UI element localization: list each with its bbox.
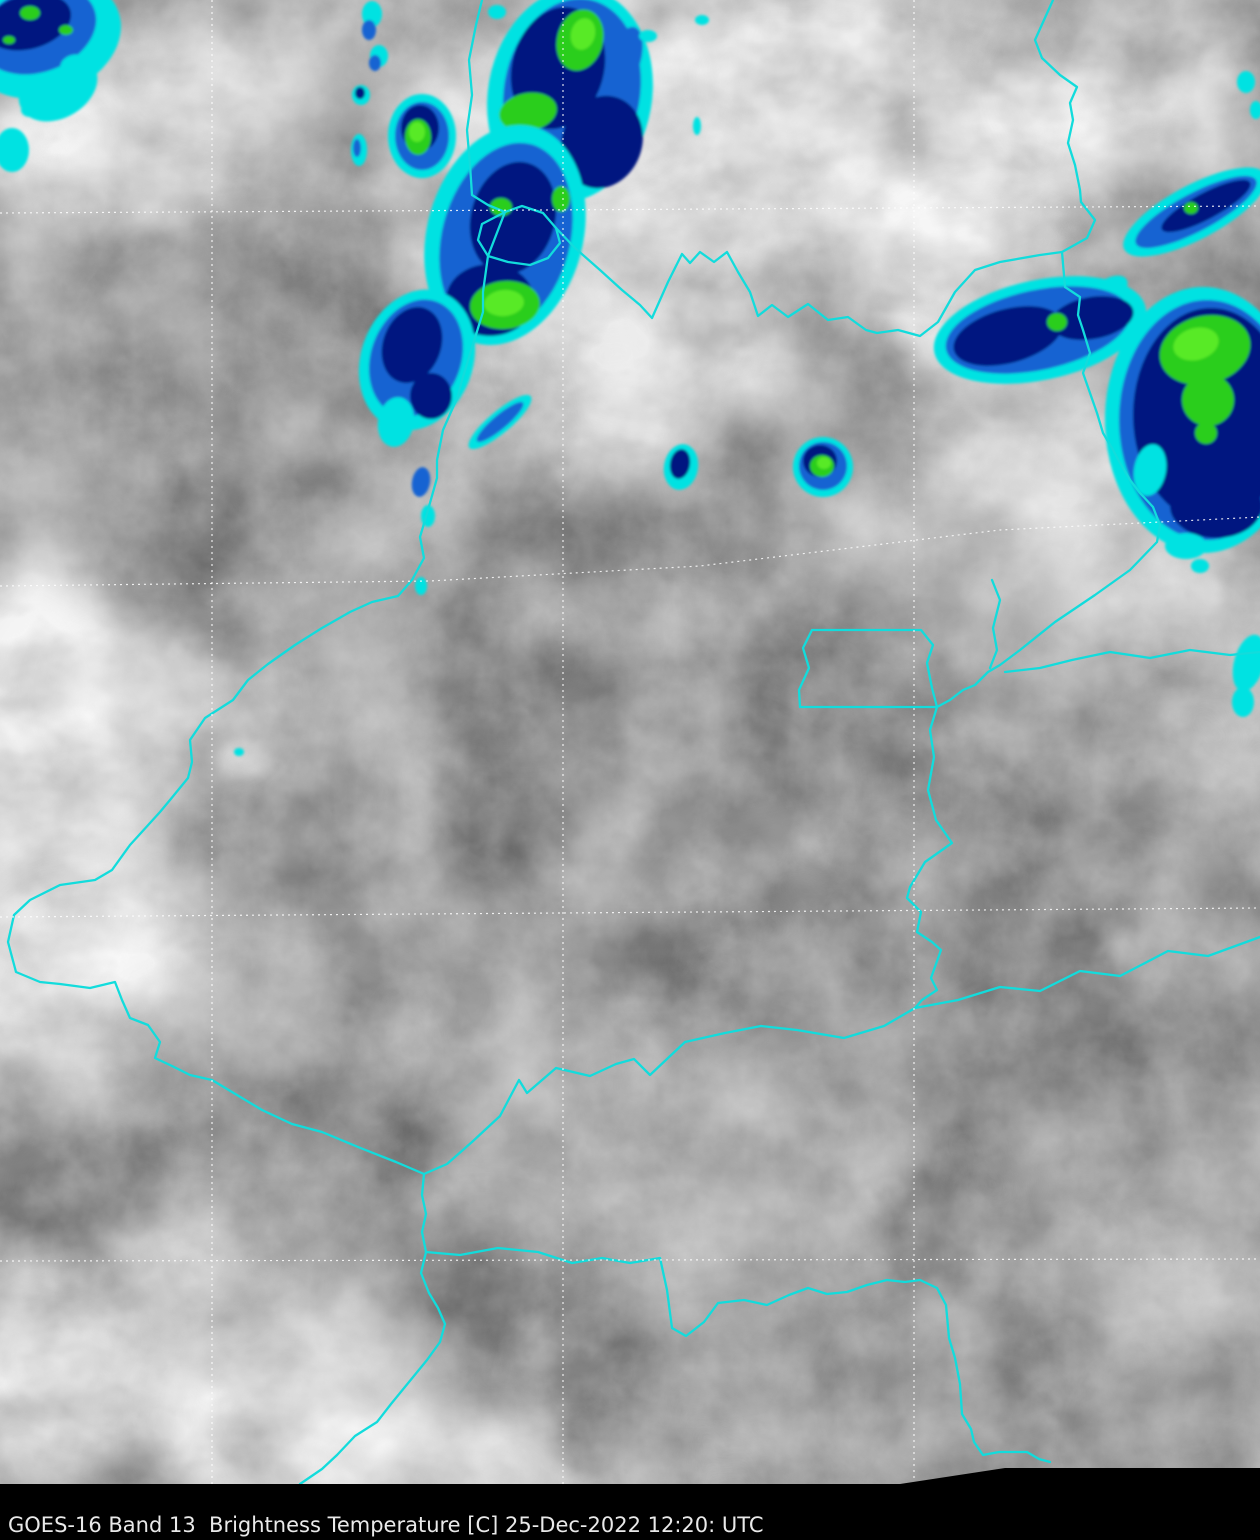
cold-cloud-cell-navy xyxy=(953,306,1063,366)
caption-text: GOES-16 Band 13 Brightness Temperature [… xyxy=(8,1513,764,1537)
cold-cloud-cell-green xyxy=(1195,422,1217,444)
cold-cloud-cell-cyan xyxy=(377,397,415,447)
cold-cloud-cell-green xyxy=(1182,374,1234,426)
map-border-north-border xyxy=(554,226,1064,338)
map-border-lake-loop xyxy=(476,204,562,267)
map-border-rectangle-boundary xyxy=(797,628,939,709)
cold-cloud-cell-cyan xyxy=(21,103,39,117)
cold-cloud-cell-cyan xyxy=(1250,101,1260,119)
cold-cloud-cell-blue xyxy=(609,26,643,90)
cold-cloud-cell-cyan xyxy=(693,117,701,135)
map-border-south-border xyxy=(298,1172,447,1486)
cold-cloud-cell-cyan xyxy=(1237,71,1255,93)
cold-cloud-cell-blue xyxy=(476,401,524,443)
cold-cloud-cell-bright xyxy=(484,289,524,317)
cold-cloud-cell-blue xyxy=(362,20,376,40)
map-border-west-border xyxy=(6,0,507,1176)
cold-cloud-cell-bright xyxy=(409,122,425,142)
cold-cloud-cell-blue xyxy=(353,139,361,157)
cold-cloud-cell-bright xyxy=(817,457,831,469)
cold-cloud-cell-navy xyxy=(410,373,452,419)
cold-cloud-cell-bright xyxy=(570,18,596,50)
caption-bar xyxy=(0,1468,1260,1540)
cold-cloud-cell-navy xyxy=(381,307,443,383)
gridline-parallel xyxy=(0,907,1260,918)
cold-cloud-cell-navy xyxy=(669,449,691,479)
gridline-parallel xyxy=(0,205,1260,214)
cold-cloud-cell-cyan xyxy=(488,5,506,19)
cold-cloud-cell-green xyxy=(1184,202,1198,214)
cold-cloud-cell-cyan xyxy=(60,54,86,74)
cold-cloud-cell-cyan xyxy=(234,748,244,756)
ir-enhancement-layer xyxy=(0,0,1260,756)
cold-cloud-cell-green xyxy=(552,186,570,212)
map-border-layer xyxy=(6,0,1260,1486)
map-border-rectangle-south xyxy=(905,705,954,1010)
cold-cloud-cell-cyan xyxy=(639,30,657,42)
cold-cloud-cell-navy xyxy=(1050,296,1134,340)
map-border-east-branch xyxy=(1003,648,1260,674)
cold-cloud-cell-navy xyxy=(355,87,365,99)
cold-cloud-cell-navy xyxy=(1170,474,1260,538)
cold-cloud-cell-cyan xyxy=(1191,559,1209,573)
map-border-bottom-east-border xyxy=(424,1246,1052,1464)
cold-cloud-cell-navy xyxy=(0,0,72,51)
cold-cloud-cell-green xyxy=(3,36,15,44)
cold-cloud-cell-cyan xyxy=(0,128,29,172)
cold-cloud-cell-cyan xyxy=(1133,444,1167,496)
map-border-river-spur xyxy=(988,578,1002,670)
map-border-ne-river xyxy=(935,0,1162,709)
cloud-texture-fine xyxy=(0,0,1260,1488)
cold-cloud-cell-navy xyxy=(561,95,643,189)
cold-cloud-cell-cyan xyxy=(1232,687,1254,717)
cold-cloud-cell-green xyxy=(20,6,40,20)
cold-cloud-cell-green xyxy=(1047,313,1067,331)
cold-cloud-cell-cyan xyxy=(695,15,709,25)
cold-cloud-cell-green xyxy=(499,92,557,132)
cold-cloud-cell-cyan xyxy=(1232,634,1260,692)
latlon-grid-layer xyxy=(0,0,1260,1484)
caption-bar-background xyxy=(0,1468,1260,1540)
cold-cloud-cell-blue xyxy=(369,55,381,71)
map-border-long-ne-border xyxy=(422,935,1260,1176)
cold-cloud-cell-cyan xyxy=(1165,533,1207,559)
cold-cloud-cell-bright xyxy=(1173,327,1219,361)
cold-cloud-cell-green xyxy=(59,25,73,35)
cold-cloud-cell-cyan xyxy=(415,577,427,595)
gridline-parallel xyxy=(0,1258,1260,1262)
cold-cloud-cell-blue xyxy=(411,467,431,497)
